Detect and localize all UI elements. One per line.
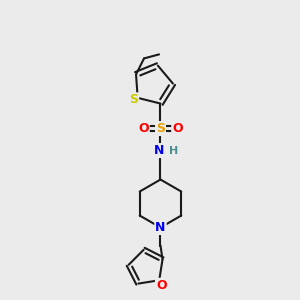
Text: S: S <box>129 93 138 106</box>
Text: O: O <box>138 122 149 135</box>
Text: N: N <box>155 221 166 234</box>
Text: O: O <box>156 279 166 292</box>
Text: S: S <box>156 122 165 135</box>
Text: H: H <box>169 146 178 155</box>
Text: N: N <box>154 144 165 157</box>
Text: O: O <box>172 122 183 135</box>
